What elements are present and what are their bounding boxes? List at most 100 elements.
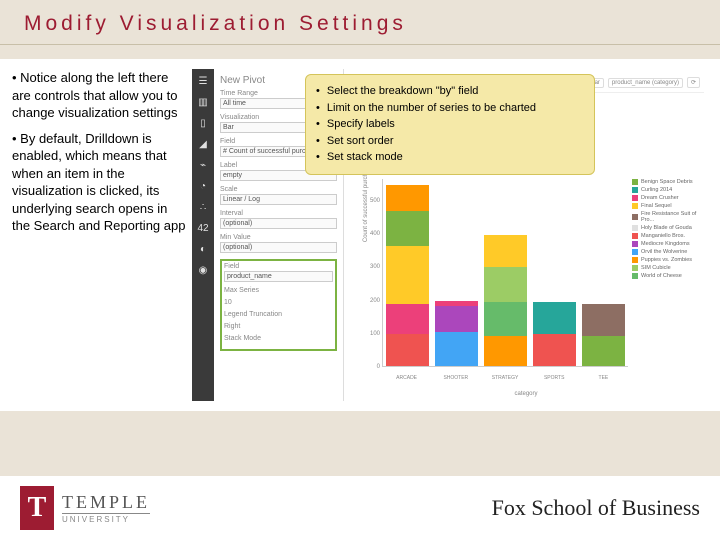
legend-swatch — [632, 195, 638, 201]
bar-segment[interactable] — [484, 267, 527, 303]
slide-title: Modify Visualization Settings — [24, 12, 696, 36]
legend-swatch — [632, 257, 638, 263]
column-icon[interactable]: ▯ — [197, 117, 209, 129]
legend-item: World of Cheese — [632, 273, 704, 279]
bars-container — [382, 179, 628, 367]
bullet-1: Notice along the left there are controls… — [12, 69, 186, 122]
bar-segment[interactable] — [386, 185, 429, 211]
callout-item: Set sort order — [316, 133, 584, 150]
area-icon[interactable]: ◢ — [197, 138, 209, 150]
marker-icon[interactable]: ◉ — [197, 264, 209, 276]
legend-item: Benign Space Debris — [632, 179, 704, 185]
bar-segment[interactable] — [386, 246, 429, 304]
bar-segment[interactable] — [484, 336, 527, 366]
sub-extra: Max Series — [224, 287, 333, 294]
legend-item: Orvil the Wolverine — [632, 249, 704, 255]
sub-extra: Stack Mode — [224, 335, 333, 342]
bar-segment[interactable] — [484, 302, 527, 336]
gauge-icon[interactable]: ◐ — [197, 243, 209, 255]
bullet-2: By default, Drilldown is enabled, which … — [12, 130, 186, 235]
left-icon-bar: ☰ ▥ ▯ ◢ ⌁ ◔ ∴ 42 ◐ ◉ — [192, 69, 214, 401]
legend-item: Final Sequel — [632, 203, 704, 209]
legend-label: Dream Crusher — [641, 195, 679, 201]
x-label: ARCADE — [382, 375, 431, 381]
bar-segment[interactable] — [533, 302, 576, 334]
legend-item: SIM Cubicle — [632, 265, 704, 271]
footer-right: Fox School of Business — [492, 495, 700, 521]
footer: T TEMPLE UNIVERSITY Fox School of Busine… — [0, 476, 720, 540]
single-icon[interactable]: 42 — [197, 222, 209, 234]
category-select[interactable]: product_name (category) — [608, 78, 683, 88]
legend-label: Mediocre Kingdoms — [641, 241, 690, 247]
logo-main: TEMPLE — [62, 492, 150, 513]
legend-swatch — [632, 233, 638, 239]
slide-header: Modify Visualization Settings — [0, 0, 720, 45]
sub-extra: 10 — [224, 299, 333, 306]
stacked-bar-chart: Count of successful purchases 0100200300… — [364, 179, 628, 381]
bar-group[interactable] — [533, 179, 576, 366]
bar-group[interactable] — [484, 179, 527, 366]
x-axis-labels: ARCADESHOOTERSTRATEGYSPORTSTEE — [382, 375, 628, 381]
legend-label: Benign Space Debris — [641, 179, 693, 185]
left-bullets: Notice along the left there are controls… — [12, 69, 192, 401]
legend-swatch — [632, 187, 638, 193]
bar-segment[interactable] — [435, 306, 478, 332]
legend-swatch — [632, 249, 638, 255]
sub-field-label: Field — [224, 263, 333, 270]
legend-label: SIM Cubicle — [641, 265, 671, 271]
x-label: TEE — [579, 375, 628, 381]
legend-label: Manganiello Bros. — [641, 233, 685, 239]
pie-icon[interactable]: ◔ — [197, 180, 209, 192]
legend-swatch — [632, 179, 638, 185]
logo-t-icon: T — [20, 486, 54, 530]
sub-field-select[interactable]: product_name — [224, 271, 333, 282]
legend-item: Manganiello Bros. — [632, 233, 704, 239]
x-label: STRATEGY — [480, 375, 529, 381]
scatter-icon[interactable]: ∴ — [197, 201, 209, 213]
panel-label: Interval — [220, 210, 337, 217]
x-axis-title: category — [514, 391, 537, 397]
panel-label: Min Value — [220, 234, 337, 241]
panel-label: Scale — [220, 186, 337, 193]
legend-item: Curling 2014 — [632, 187, 704, 193]
logo-text: TEMPLE UNIVERSITY — [62, 492, 150, 524]
callout-item: Limit on the number of series to be char… — [316, 100, 584, 117]
bar-icon[interactable]: ▥ — [197, 96, 209, 108]
line-icon[interactable]: ⌁ — [197, 159, 209, 171]
legend-swatch — [632, 203, 638, 209]
chart-legend: Benign Space Debris Curling 2014 Dream Cru… — [632, 179, 704, 281]
table-icon[interactable]: ☰ — [197, 75, 209, 87]
content-area: Notice along the left there are controls… — [0, 59, 720, 411]
sub-extra: Right — [224, 323, 333, 330]
bar-segment[interactable] — [386, 211, 429, 247]
legend-label: Final Sequel — [641, 203, 672, 209]
legend-item: Dream Crusher — [632, 195, 704, 201]
x-label: SHOOTER — [431, 375, 480, 381]
legend-swatch — [632, 241, 638, 247]
bar-segment[interactable] — [435, 332, 478, 366]
legend-item: Puppies vs. Zombies — [632, 257, 704, 263]
bar-group[interactable] — [386, 179, 429, 366]
legend-item: Fire Resistance Suit of Pro... — [632, 211, 704, 223]
callout-item: Select the breakdown "by" field — [316, 83, 584, 100]
bar-segment[interactable] — [582, 336, 625, 366]
x-label: SPORTS — [530, 375, 579, 381]
y-axis: 0100200300400500 — [364, 179, 382, 381]
callout-item: Specify labels — [316, 116, 584, 133]
bar-segment[interactable] — [533, 334, 576, 366]
bar-segment[interactable] — [386, 334, 429, 366]
sub-extra: Legend Truncation — [224, 311, 333, 318]
panel-select[interactable]: (optional) — [220, 218, 337, 229]
bar-group[interactable] — [582, 179, 625, 366]
legend-label: World of Cheese — [641, 273, 682, 279]
panel-select[interactable]: (optional) — [220, 242, 337, 253]
legend-label: Curling 2014 — [641, 187, 672, 193]
breakdown-panel: Field product_name Max Series 10 Legend Tr… — [220, 259, 337, 351]
refresh-icon[interactable]: ⟳ — [687, 77, 700, 88]
bar-segment[interactable] — [582, 304, 625, 336]
bar-segment[interactable] — [386, 304, 429, 334]
bar-segment[interactable] — [484, 235, 527, 267]
panel-select[interactable]: Linear / Log — [220, 194, 337, 205]
legend-swatch — [632, 273, 638, 279]
bar-group[interactable] — [435, 179, 478, 366]
